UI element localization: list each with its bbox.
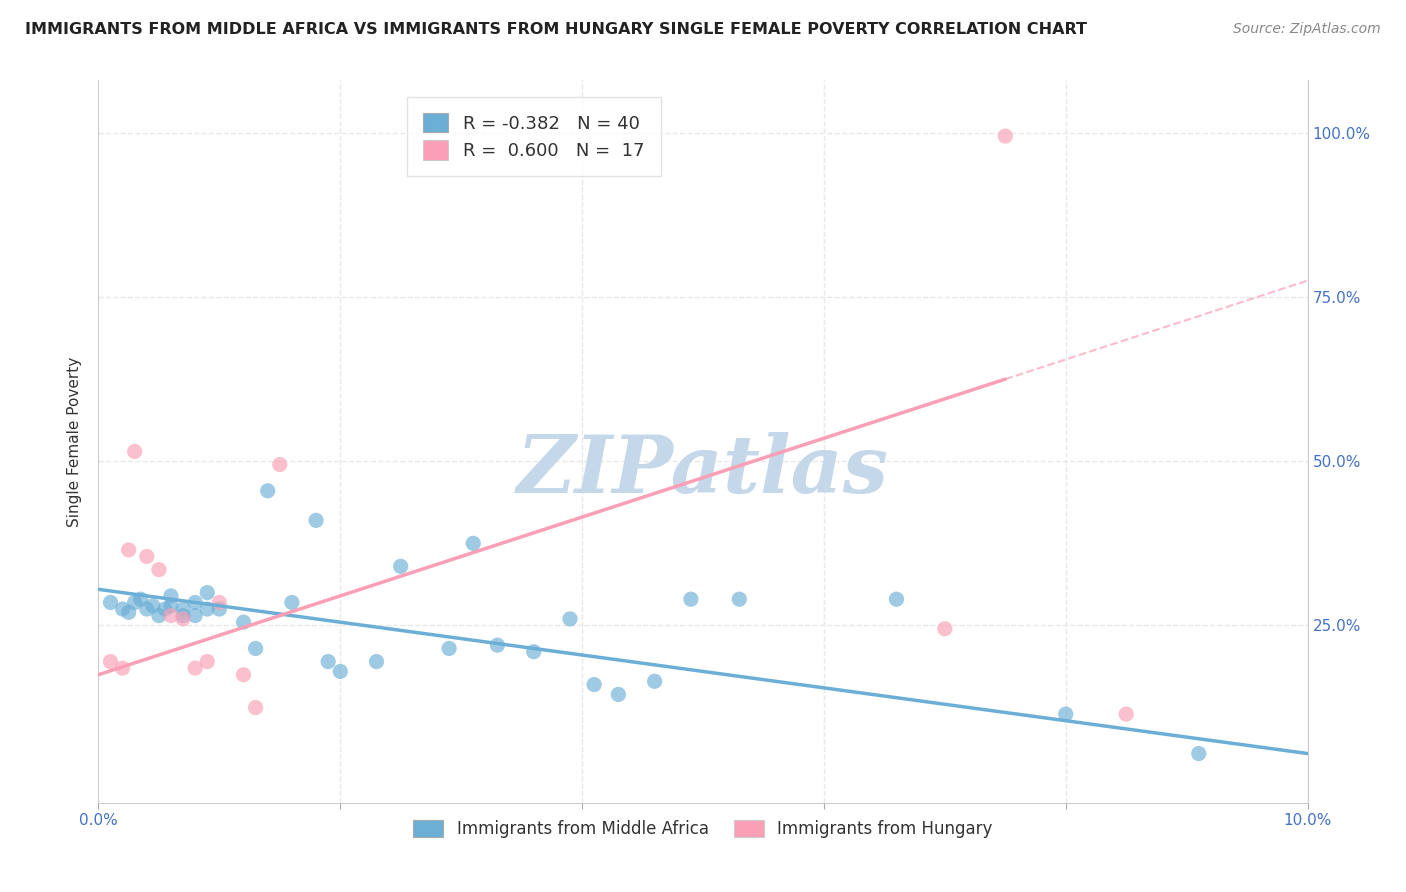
Point (437, 641, 460, 656)
Text: ZIPatlas: ZIPatlas (517, 432, 889, 509)
Point (644, 674, 666, 689)
Point (281, 595, 304, 609)
Point (100, 595, 122, 609)
Point (208, 602, 231, 616)
Point (160, 599, 183, 613)
Point (245, 641, 267, 656)
Point (994, 129, 1017, 144)
Point (728, 592, 751, 607)
Point (679, 592, 702, 607)
Point (195, 602, 218, 616)
Legend: Immigrants from Middle Africa, Immigrants from Hungary: Immigrants from Middle Africa, Immigrant… (406, 814, 1000, 845)
Point (486, 638, 509, 652)
Text: Source: ZipAtlas.com: Source: ZipAtlas.com (1233, 22, 1381, 37)
Point (124, 444, 146, 458)
Point (184, 595, 207, 609)
Point (172, 612, 194, 626)
Point (172, 608, 194, 623)
Point (463, 536, 485, 550)
Point (100, 655, 122, 669)
Point (329, 665, 352, 679)
Point (195, 585, 218, 599)
Point (1115, 707, 1137, 722)
Point (583, 677, 606, 691)
Point (256, 483, 278, 498)
Text: IMMIGRANTS FROM MIDDLE AFRICA VS IMMIGRANTS FROM HUNGARY SINGLE FEMALE POVERTY C: IMMIGRANTS FROM MIDDLE AFRICA VS IMMIGRA… (25, 22, 1087, 37)
Point (153, 602, 176, 616)
Point (184, 661, 207, 675)
Point (184, 608, 207, 623)
Point (232, 615, 254, 630)
Y-axis label: Single Female Poverty: Single Female Poverty (67, 357, 83, 526)
Point (208, 595, 231, 609)
Point (245, 700, 267, 714)
Point (558, 612, 581, 626)
Point (316, 655, 339, 669)
Point (389, 559, 412, 574)
Point (135, 602, 157, 616)
Point (148, 563, 170, 577)
Point (124, 595, 146, 609)
Point (148, 608, 170, 623)
Point (118, 605, 141, 619)
Point (111, 602, 134, 616)
Point (195, 655, 218, 669)
Point (886, 592, 908, 607)
Point (232, 667, 254, 681)
Point (142, 599, 165, 613)
Point (366, 655, 388, 669)
Point (1054, 707, 1077, 722)
Point (305, 513, 328, 527)
Point (160, 589, 183, 603)
Point (269, 458, 291, 472)
Point (135, 549, 157, 564)
Point (160, 608, 183, 623)
Point (118, 542, 141, 557)
Point (934, 622, 956, 636)
Point (129, 592, 152, 607)
Point (111, 661, 134, 675)
Point (607, 687, 630, 701)
Point (172, 602, 194, 616)
Point (523, 645, 546, 659)
Point (1188, 747, 1211, 761)
